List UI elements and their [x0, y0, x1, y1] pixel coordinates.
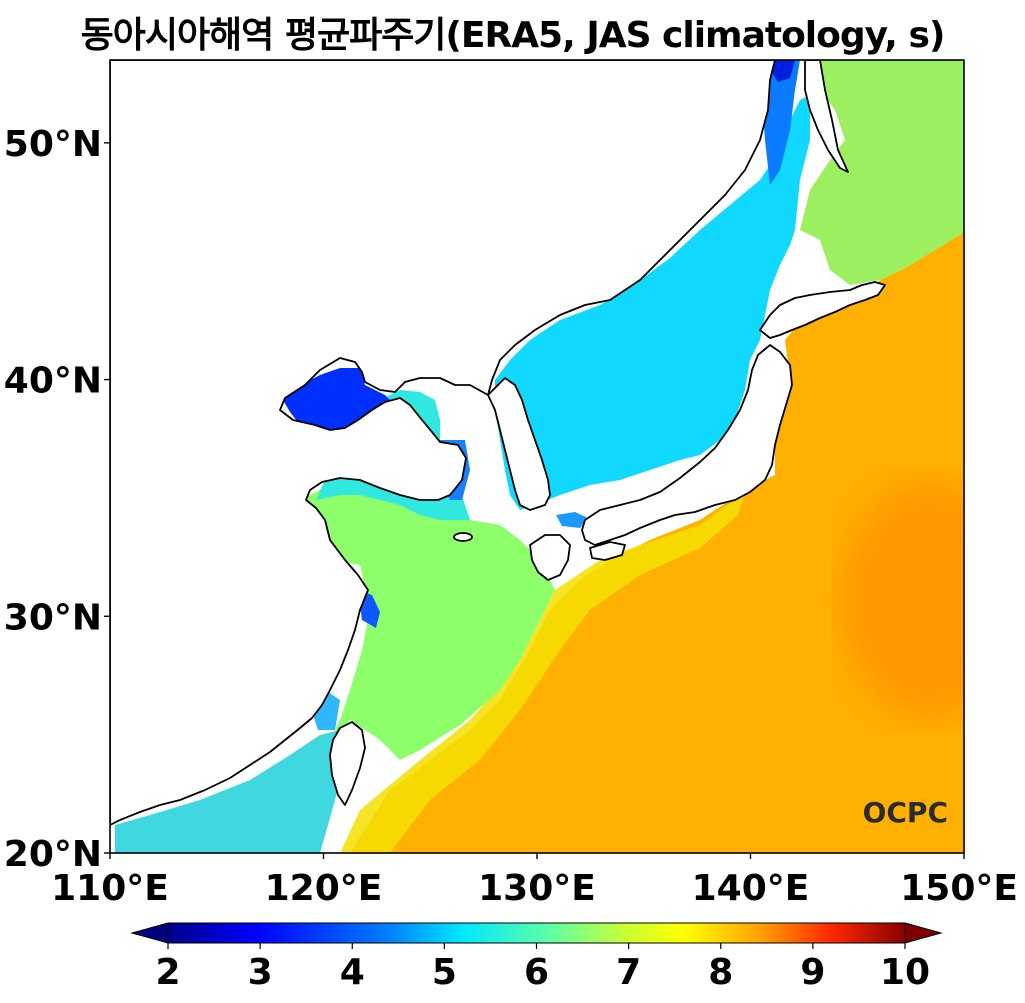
- colorbar-ticks: 2 3 4 5 6 7 8 9 10: [155, 943, 930, 993]
- wave-period-field: [110, 60, 964, 853]
- x-tick-label: 150°E: [900, 868, 1018, 909]
- jeju-island: [453, 532, 473, 542]
- colorbar-tick-label: 5: [432, 952, 457, 993]
- korean-peninsula: [487, 377, 551, 511]
- colorbar-tick-label: 7: [616, 952, 641, 993]
- pacific-max-patch: [840, 480, 964, 720]
- japan-kyushu: [529, 534, 571, 581]
- x-axis: 110°E 120°E 130°E 140°E 150°E: [51, 853, 1018, 909]
- colorbar-gradient: [167, 922, 906, 944]
- korea-strait-field: [556, 512, 588, 528]
- colorbar-tick-label: 10: [880, 952, 930, 993]
- land-masses: [110, 60, 886, 826]
- y-tick-label: 20°N: [4, 834, 102, 875]
- x-tick-label: 130°E: [478, 868, 596, 909]
- east-sea-field: [495, 95, 810, 510]
- x-tick-label: 140°E: [692, 868, 810, 909]
- east-china-sea-field: [300, 420, 555, 760]
- colorbar-extend-min: [130, 922, 169, 944]
- colorbar-tick-label: 6: [524, 952, 549, 993]
- x-tick-label: 120°E: [265, 868, 383, 909]
- y-axis: 20°N 30°N 40°N 50°N: [4, 124, 110, 875]
- y-tick-label: 50°N: [4, 124, 102, 165]
- colorbar-tick-label: 8: [708, 952, 733, 993]
- colorbar-tick-label: 2: [155, 952, 180, 993]
- colorbar-tick-label: 9: [800, 952, 825, 993]
- bohai-field: [283, 368, 395, 435]
- colorbar-extend-max: [904, 922, 943, 944]
- y-tick-label: 40°N: [4, 361, 102, 402]
- japan-honshu: [581, 344, 793, 546]
- japan-hokkaido: [759, 281, 886, 339]
- sakhalin: [804, 60, 849, 173]
- x-tick-label: 110°E: [51, 868, 169, 909]
- south-china-sea-field: [115, 730, 345, 853]
- okhotsk-field: [800, 60, 964, 285]
- mainland-china: [110, 60, 776, 826]
- y-tick-label: 30°N: [4, 597, 102, 638]
- kuroshio-band: [340, 492, 745, 853]
- map-title: 동아시아해역 평균파주기(ERA5, JAS climatology, s): [80, 15, 946, 56]
- colorbar-tick-label: 3: [248, 952, 273, 993]
- ocpc-logo: OCPC: [863, 796, 948, 829]
- japan-shikoku: [589, 541, 626, 561]
- colorbar: 2 3 4 5 6 7 8 9 10: [130, 922, 943, 993]
- colorbar-tick-label: 4: [340, 952, 365, 993]
- taiwan: [329, 721, 366, 806]
